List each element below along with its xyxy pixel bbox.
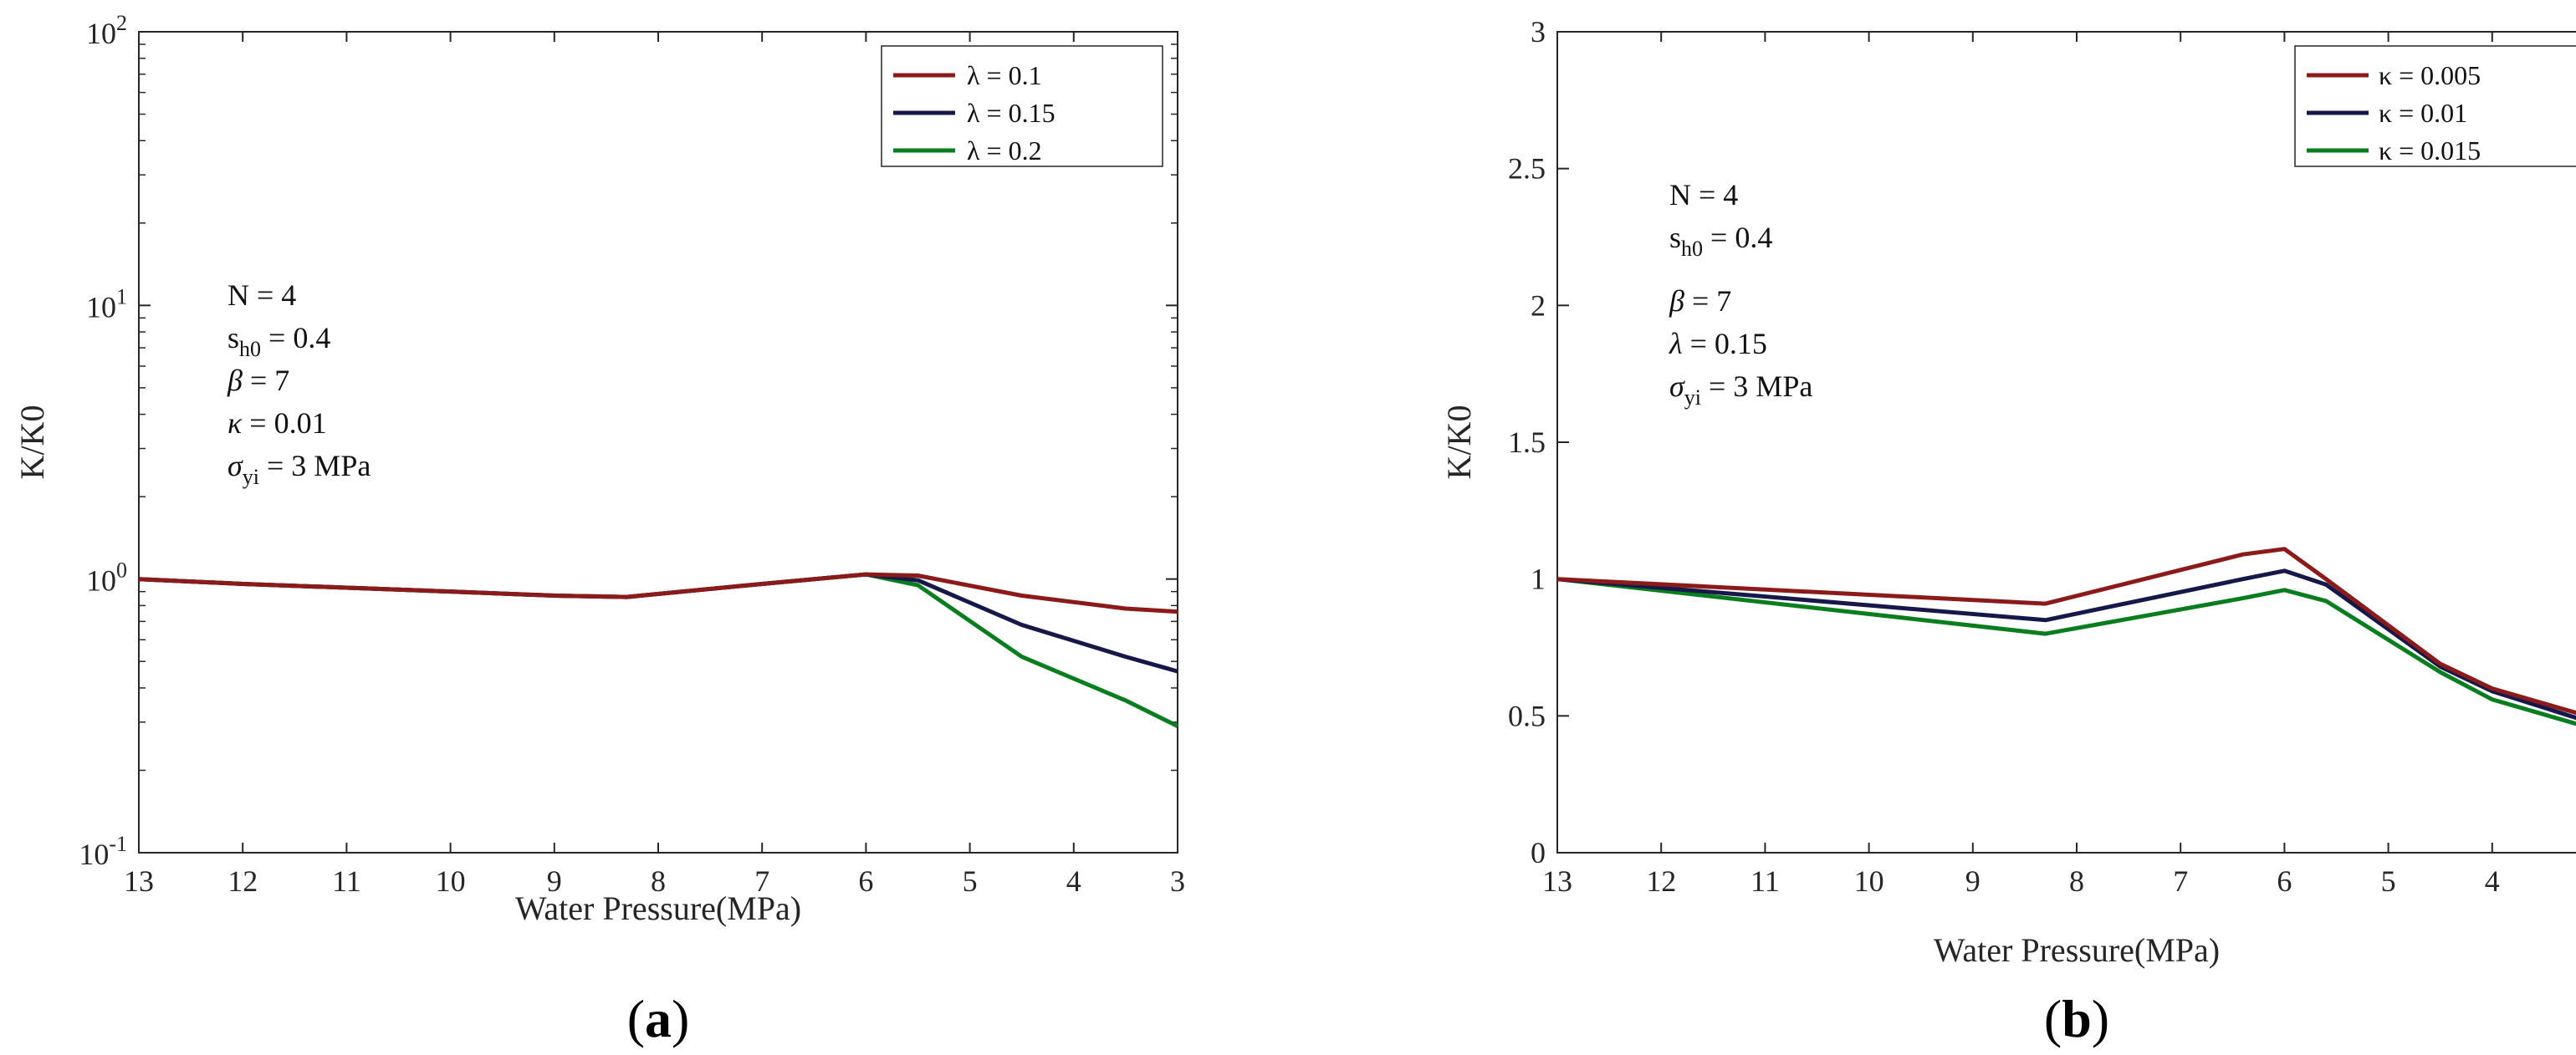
y-ticks-a: 10-1 100 101 102	[79, 11, 1178, 871]
x-tick-label: 5	[963, 864, 978, 898]
x-tick-label: 6	[858, 864, 873, 898]
legend-box-b	[2294, 45, 2576, 167]
x-tick-label: 10	[436, 864, 466, 898]
series-line-b-2	[1556, 577, 2576, 726]
y-tick-label: 101	[86, 284, 127, 324]
legend-b: κ = 0.005 κ = 0.01 κ = 0.015	[2294, 45, 2576, 167]
y-tick-label: 102	[86, 11, 127, 50]
x-tick-label: 3	[1170, 864, 1185, 898]
y-tick-label: 2	[1531, 288, 1546, 322]
x-tick-label: 8	[2069, 864, 2084, 898]
y-axis-label-a: K/K0	[13, 405, 51, 480]
x-tick-label: 12	[1646, 864, 1676, 898]
annotation-sh0-a: sh0 = 0.4	[227, 321, 330, 361]
x-tick-label: 11	[332, 864, 361, 898]
series-line-b-1	[1556, 568, 2576, 721]
x-tick-label: 5	[2381, 864, 2396, 898]
y-tick-label: 10-1	[79, 832, 127, 871]
legend-label-b-0: κ = 0.005	[2379, 60, 2481, 90]
x-tick-label: 9	[1965, 864, 1981, 898]
x-tick-label: 11	[1751, 864, 1780, 898]
y-tick-label: 0.5	[1508, 699, 1546, 732]
annotation-n-a: N = 4	[227, 278, 296, 312]
x-axis-label-b: Water Pressure(MPa)	[1934, 931, 2220, 969]
series-lines-b	[1556, 547, 2576, 726]
legend-label-a-0: λ = 0.1	[967, 60, 1042, 90]
x-tick-label: 9	[547, 864, 562, 898]
caption-a: (a)	[627, 989, 690, 1048]
legend-label-a-2: λ = 0.2	[967, 135, 1042, 166]
y-tick-label: 2.5	[1508, 152, 1546, 186]
x-tick-label: 13	[1542, 864, 1572, 898]
x-tick-label: 13	[124, 864, 154, 898]
x-tick-label: 4	[1066, 864, 1081, 898]
annotation-b: N = 4 sh0 = 0.4 β = 7 λ = 0.15 σyi = 3 M…	[1669, 178, 1812, 410]
x-tick-label: 6	[2277, 864, 2292, 898]
x-tick-label: 12	[227, 864, 258, 898]
x-tick-label: 7	[2173, 864, 2188, 898]
y-tick-label: 1.5	[1508, 426, 1546, 459]
y-tick-label: 1	[1531, 563, 1546, 596]
annotation-n-b: N = 4	[1669, 178, 1738, 212]
annotation-a: N = 4 sh0 = 0.4 β = 7 κ = 0.01 σyi = 3 M…	[227, 278, 371, 489]
legend-label-b-2: κ = 0.015	[2379, 135, 2481, 166]
series-line-a-0	[138, 572, 1178, 614]
panel-a: 13 12 11 10 9 8 7 6 5 4 3 10-1 100 101 102 Water Pres…	[13, 11, 1185, 1048]
annotation-sh0-b: sh0 = 0.4	[1669, 221, 1772, 261]
caption-b: (b)	[2044, 989, 2109, 1048]
y-axis-label-b: K/K0	[1440, 405, 1478, 480]
legend-label-a-1: λ = 0.15	[967, 98, 1055, 128]
legend-a: λ = 0.1 λ = 0.15 λ = 0.2	[881, 45, 1163, 167]
x-axis-label-a: Water Pressure(MPa)	[515, 889, 801, 927]
plot-frame-b	[1556, 31, 2576, 854]
annotation-beta-b: β = 7	[1669, 284, 1731, 318]
annotation-sigma-b: σyi = 3 MPa	[1669, 370, 1812, 410]
y-tick-label: 0	[1531, 836, 1546, 869]
series-line-b-0	[1556, 547, 2576, 716]
x-tick-label: 10	[1854, 864, 1884, 898]
x-tick-label: 8	[651, 864, 666, 898]
annotation-lambda-b: λ = 0.15	[1669, 327, 1767, 360]
x-ticks-a: 13 12 11 10 9 8 7 6 5 4 3	[124, 32, 1185, 898]
annotation-kappa-a: κ = 0.01	[227, 406, 327, 440]
legend-box-a	[881, 45, 1163, 167]
annotation-beta-a: β = 7	[227, 364, 289, 397]
x-tick-label: 4	[2485, 864, 2500, 898]
series-lines-a	[138, 572, 1179, 728]
annotation-sigma-a: σyi = 3 MPa	[227, 449, 371, 489]
y-tick-label: 3	[1531, 15, 1546, 48]
x-tick-label: 7	[754, 864, 769, 898]
legend-label-b-1: κ = 0.01	[2379, 98, 2467, 128]
y-tick-label: 100	[86, 558, 127, 598]
plot-frame-a	[138, 31, 1178, 854]
